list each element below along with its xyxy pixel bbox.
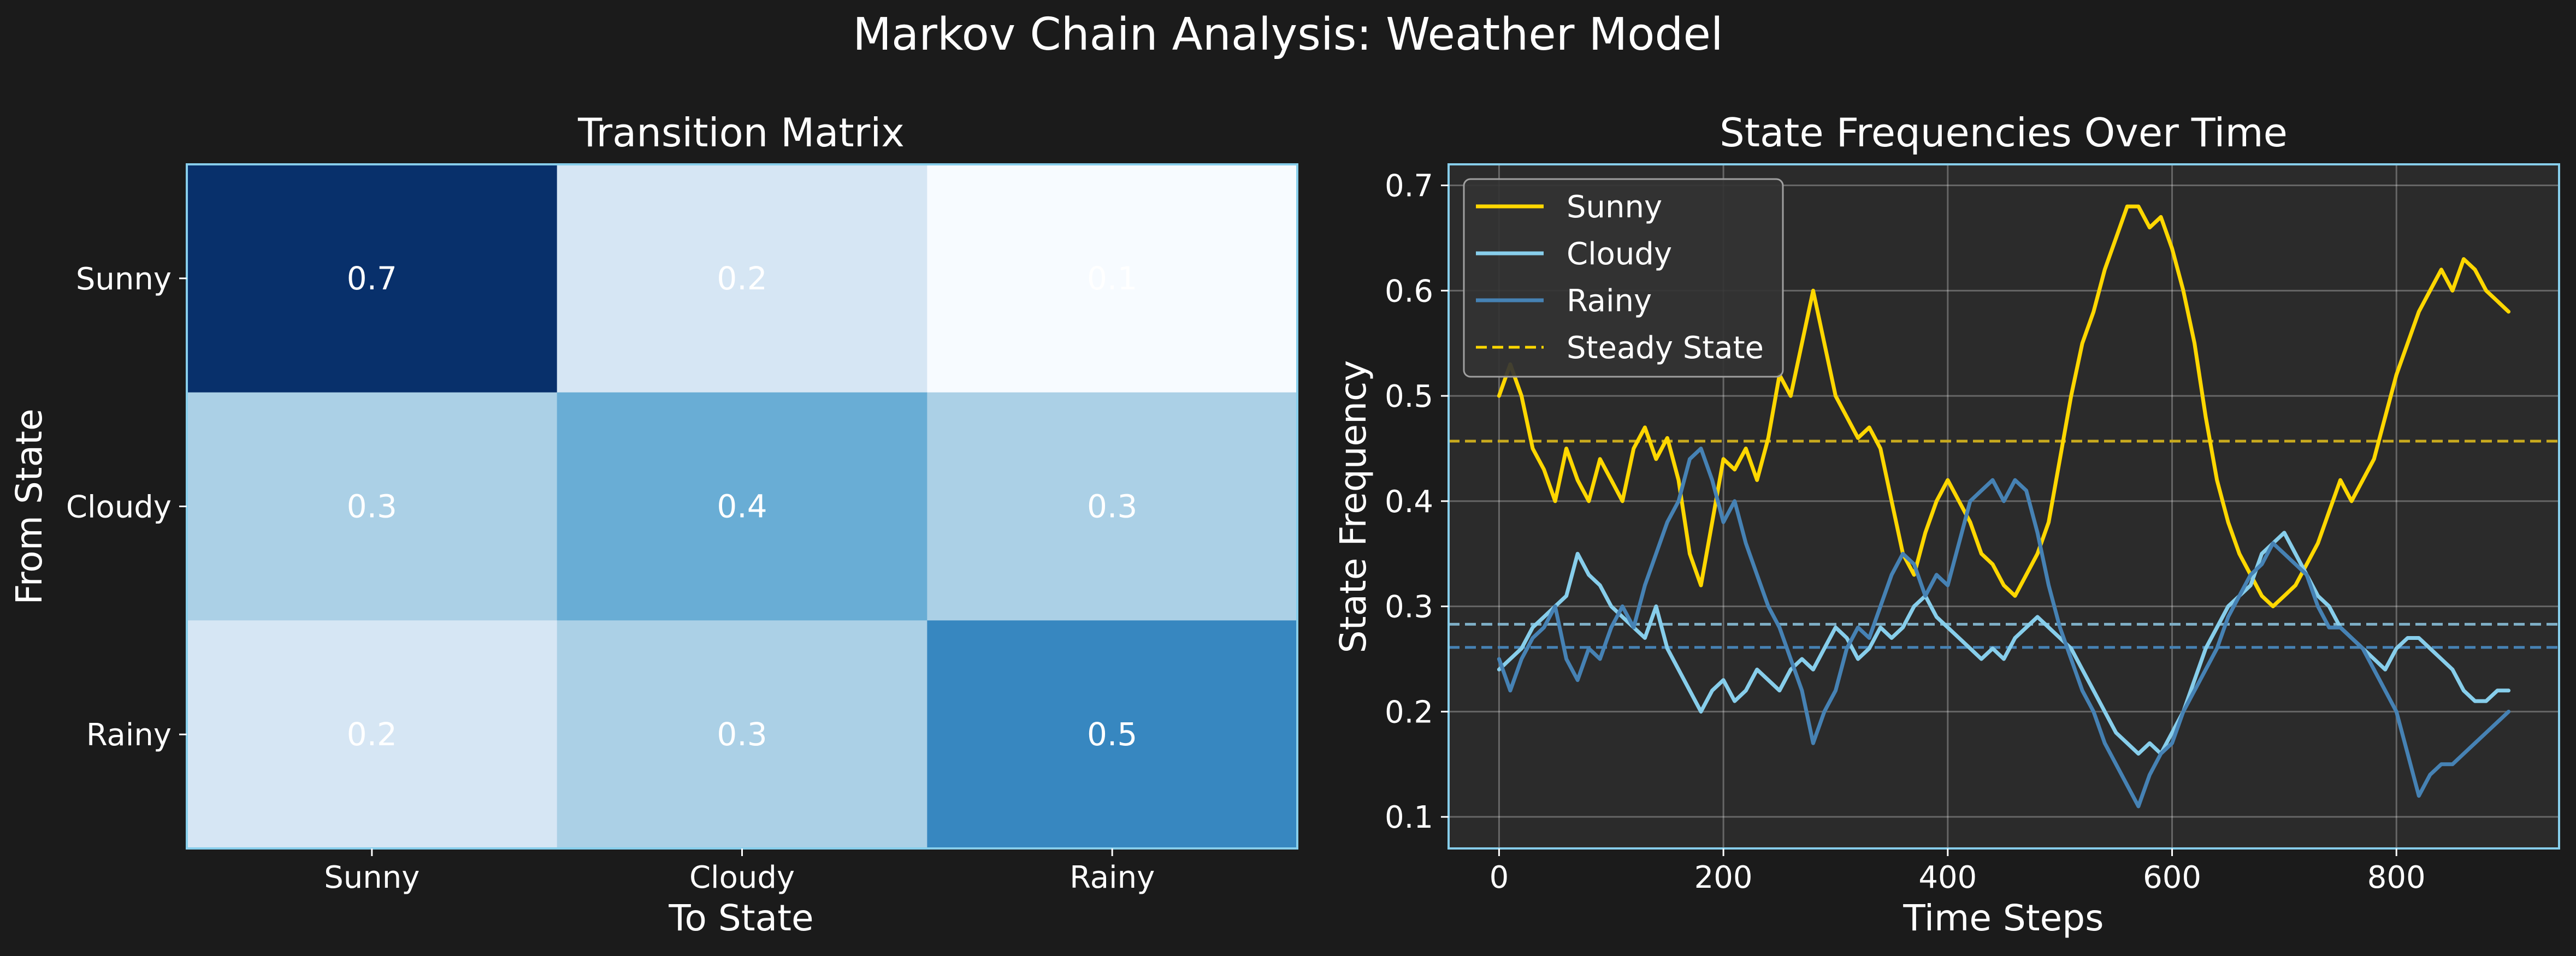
legend-label: Rainy: [1567, 283, 1652, 319]
heatmap-cell-label: 0.2: [717, 260, 767, 297]
legend-box: [1463, 178, 1784, 378]
line-chart-x-tick-label: 400: [1918, 860, 1977, 895]
line-chart-y-tick-label: 0.5: [1385, 379, 1433, 414]
series-line-sunny: [1497, 204, 2511, 609]
legend-label: Steady State: [1567, 330, 1764, 366]
line-chart-y-tick-label: 0.2: [1385, 694, 1433, 730]
legend-label: Sunny: [1567, 189, 1662, 225]
figure-title: Markov Chain Analysis: Weather Model: [853, 9, 1723, 61]
line-chart-x-tick-label: 600: [2143, 860, 2201, 895]
heatmap-x-tick-label: Sunny: [324, 860, 420, 895]
line-chart-x-tick-label: 800: [2367, 860, 2426, 895]
heatmap-cell: [557, 392, 927, 621]
line-chart-frame: [1447, 163, 2560, 850]
heatmap-cell-label: 0.2: [347, 716, 397, 753]
heatmap-y-axis-label: From State: [8, 408, 50, 604]
line-chart-x-tick-label: 200: [1694, 860, 1753, 895]
heatmap-cell-label: 0.1: [1087, 260, 1137, 297]
line-chart-title: State Frequencies Over Time: [1720, 110, 2288, 156]
heatmap-y-tick-label: Sunny: [76, 262, 172, 297]
heatmap-x-tick-label: Rainy: [1070, 860, 1155, 895]
line-chart-x-axis-label: Time Steps: [1903, 897, 2104, 939]
line-chart-y-tick-label: 0.4: [1385, 484, 1433, 520]
line-chart-y-tick-label: 0.1: [1385, 800, 1433, 835]
line-chart-y-tick-label: 0.3: [1385, 590, 1433, 625]
heatmap-title: Transition Matrix: [577, 110, 905, 156]
line-chart-y-tick-label: 0.6: [1385, 274, 1433, 309]
heatmap-cell: [927, 620, 1298, 849]
heatmap-y-tick-label: Rainy: [86, 717, 172, 753]
heatmap-x-tick-label: Cloudy: [689, 860, 795, 895]
heatmap-cell-label: 0.3: [347, 488, 397, 525]
heatmap-cell: [187, 392, 558, 621]
legend-label: Cloudy: [1567, 236, 1672, 272]
heatmap-cell: [187, 620, 558, 849]
heatmap-cell: [927, 392, 1298, 621]
line-chart-x-tick-label: 0: [1490, 860, 1509, 895]
state-frequency-line-chart: State Frequencies Over Time 0 200 400 600 80…: [1332, 110, 2560, 939]
heatmap-cell: [557, 164, 927, 393]
heatmap-cell-label: 0.4: [717, 488, 767, 525]
line-chart-y-axis-label: State Frequency: [1332, 360, 1374, 654]
heatmap-y-tick-label: Cloudy: [66, 490, 172, 525]
transition-matrix-heatmap: Transition Matrix 0.7 0.2 0.1 0.3 0.4 0.3 0.2 0…: [8, 110, 1298, 939]
heatmap-cell-label: 0.3: [1087, 488, 1137, 525]
heatmap-cell-label: 0.7: [347, 260, 397, 297]
heatmap-cell-label: 0.5: [1087, 716, 1137, 753]
line-chart-y-tick-label: 0.7: [1385, 169, 1433, 204]
heatmap-cell-label: 0.3: [717, 716, 767, 753]
heatmap-x-axis-label: To State: [668, 897, 813, 939]
line-chart-legend: Sunny Cloudy Rainy Steady State: [1463, 178, 1784, 378]
heatmap-cell: [927, 164, 1298, 393]
heatmap-cell: [557, 620, 927, 849]
series-line-rainy: [1497, 447, 2511, 809]
heatmap-cell: [187, 164, 558, 393]
